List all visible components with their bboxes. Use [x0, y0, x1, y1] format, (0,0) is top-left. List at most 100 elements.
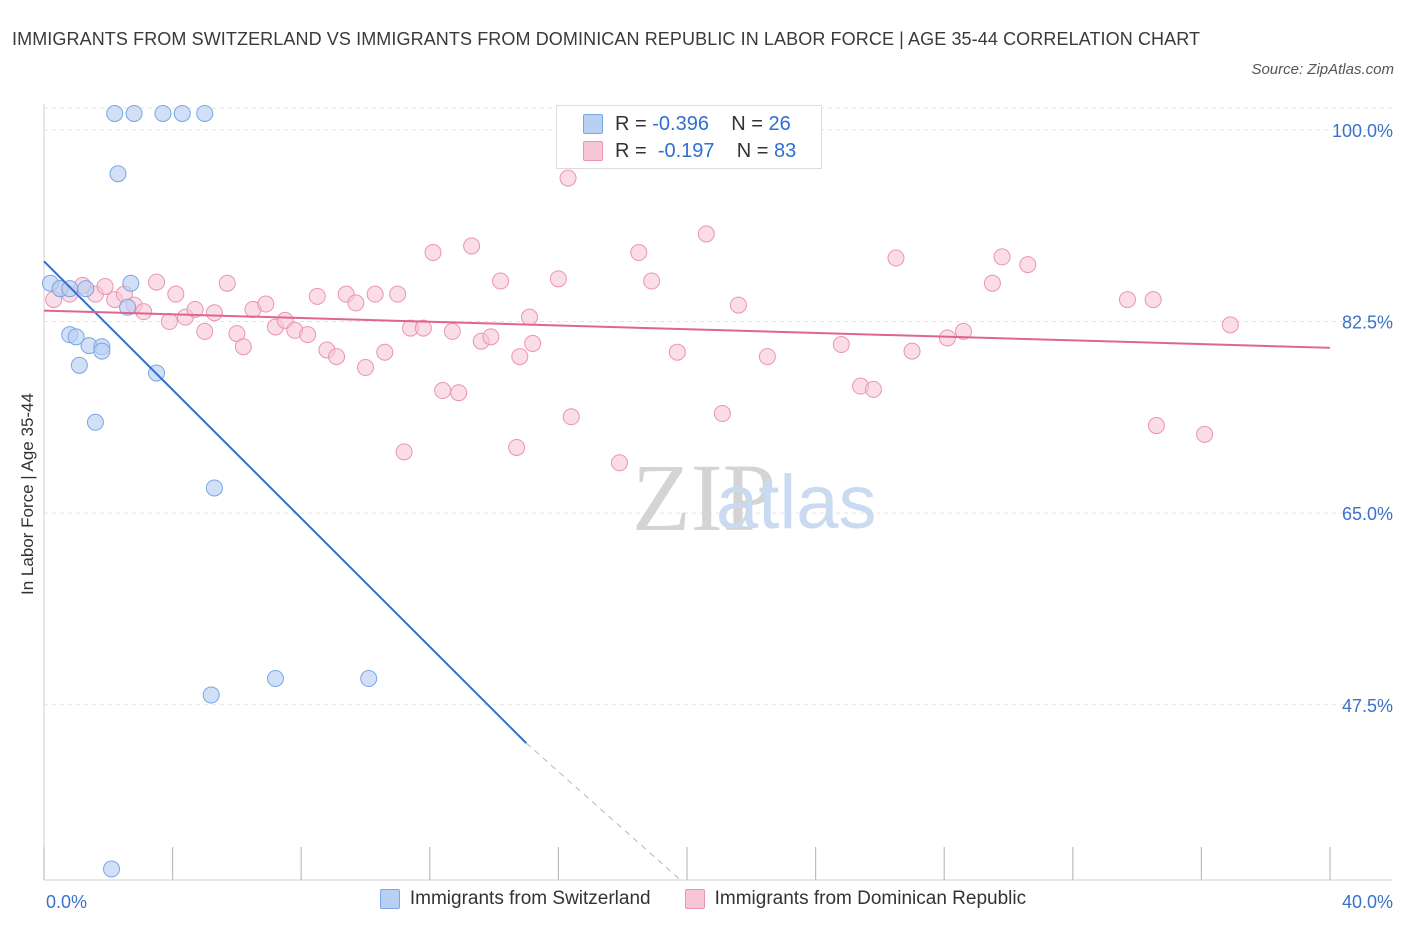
data-point-switzerland	[154, 104, 172, 122]
data-point-dominican	[395, 443, 413, 461]
stats-row-dominican: R = -0.197 N = 83	[583, 138, 796, 164]
stats-row-switzerland: R = -0.396 N = 26	[583, 111, 791, 137]
n-value: 83	[774, 139, 797, 162]
data-point-dominican	[299, 326, 317, 344]
x-tick-label: 0.0%	[46, 892, 87, 912]
legend-label: Immigrants from Dominican Republic	[714, 888, 1027, 909]
data-point-switzerland	[205, 479, 223, 497]
legend-item-dominican[interactable]: Immigrants from Dominican Republic	[684, 888, 1027, 910]
data-point-dominican	[832, 336, 850, 354]
data-point-dominican	[1144, 291, 1162, 309]
data-point-dominican	[135, 303, 153, 321]
data-point-dominican	[167, 285, 185, 303]
data-point-dominican	[366, 285, 384, 303]
data-point-dominican	[562, 408, 580, 426]
data-point-dominican	[434, 382, 452, 400]
data-point-dominican	[389, 285, 407, 303]
data-point-dominican	[148, 273, 166, 291]
data-point-dominican	[520, 308, 538, 326]
data-point-dominican	[450, 384, 468, 402]
data-point-dominican	[729, 296, 747, 314]
y-tick-labels: 47.5% 65.0% 82.5% 100.0%	[1332, 121, 1393, 716]
data-point-dominican	[938, 329, 956, 347]
chart-title: IMMIGRANTS FROM SWITZERLAND VS IMMIGRANT…	[12, 29, 1201, 49]
data-point-dominican	[357, 359, 374, 377]
source-label: Source: ZipAtlas.com	[1251, 61, 1394, 78]
data-point-dominican	[186, 300, 204, 318]
data-point-dominican	[524, 334, 542, 352]
data-point-dominican	[196, 322, 214, 340]
stats-swatch-blue	[583, 114, 603, 134]
stats-legend: R = -0.396 N = 26 R = -0.197 N = 83	[556, 105, 822, 169]
data-point-dominican	[218, 274, 236, 292]
y-tick-label: 47.5%	[1342, 696, 1393, 716]
data-point-dominican	[610, 454, 628, 472]
data-point-dominican	[1196, 425, 1214, 443]
data-point-switzerland	[70, 356, 88, 374]
data-point-switzerland	[93, 342, 111, 360]
data-point-dominican	[1147, 417, 1165, 435]
legend-swatch-blue	[379, 889, 400, 909]
series-dominican-republic	[45, 152, 1239, 472]
trend-lines	[43, 260, 1331, 881]
legend-label: Immigrants from Switzerland	[409, 888, 651, 909]
data-point-switzerland	[103, 860, 121, 878]
data-point-dominican	[160, 313, 178, 331]
data-point-dominican	[482, 328, 500, 346]
x-tick-labels: 0.0% 40.0%	[46, 892, 1393, 912]
data-point-switzerland	[61, 280, 79, 298]
data-point-dominican	[549, 270, 567, 288]
y-tick-label: 82.5%	[1342, 313, 1393, 333]
data-point-dominican	[954, 322, 972, 340]
data-point-dominican	[328, 348, 346, 366]
trendline-switzerland-extension	[525, 742, 681, 881]
data-point-switzerland	[122, 274, 140, 292]
data-point-dominican	[993, 248, 1011, 266]
data-point-switzerland	[360, 670, 378, 688]
data-point-switzerland	[196, 104, 214, 122]
data-point-switzerland	[119, 298, 137, 316]
legend: Immigrants from Switzerland Immigrants f…	[0, 888, 1406, 910]
data-point-dominican	[697, 225, 715, 243]
trendline-dominican	[43, 309, 1331, 349]
axes	[43, 104, 1392, 881]
data-point-switzerland	[109, 165, 127, 183]
n-value: 26	[768, 112, 791, 135]
data-point-dominican	[308, 287, 326, 305]
y-tick-label: 65.0%	[1342, 504, 1393, 524]
data-point-switzerland	[86, 413, 104, 431]
data-point-switzerland	[266, 670, 284, 688]
r-label: R =	[615, 112, 647, 135]
data-point-dominican	[1221, 316, 1239, 334]
data-point-switzerland	[125, 104, 143, 122]
data-point-dominican	[424, 244, 442, 262]
trendline-switzerland	[43, 260, 527, 744]
data-point-dominican	[864, 380, 882, 398]
data-point-dominican	[668, 343, 686, 361]
data-point-switzerland	[67, 328, 85, 346]
stats-swatch-pink	[583, 141, 603, 161]
r-value: -0.396	[652, 112, 709, 135]
data-point-dominican	[463, 237, 481, 255]
r-label: R =	[615, 139, 647, 162]
data-point-dominican	[983, 274, 1001, 292]
n-label: N =	[736, 139, 769, 162]
data-point-dominican	[630, 244, 648, 262]
data-point-dominican	[713, 405, 731, 423]
legend-item-switzerland[interactable]: Immigrants from Switzerland	[379, 888, 651, 910]
data-point-dominican	[758, 348, 776, 366]
data-point-switzerland	[106, 104, 124, 122]
data-point-switzerland	[173, 104, 191, 122]
data-point-dominican	[257, 295, 275, 313]
data-point-dominican	[234, 338, 252, 356]
data-point-dominican	[508, 438, 526, 456]
data-point-dominican	[376, 343, 394, 361]
watermark-zip: ZIP	[632, 444, 776, 551]
data-point-switzerland	[202, 686, 220, 704]
n-label: N =	[731, 112, 763, 135]
data-point-dominican	[492, 272, 510, 290]
data-point-dominican	[96, 277, 114, 295]
series-switzerland	[41, 104, 378, 878]
data-point-dominican	[414, 319, 432, 337]
